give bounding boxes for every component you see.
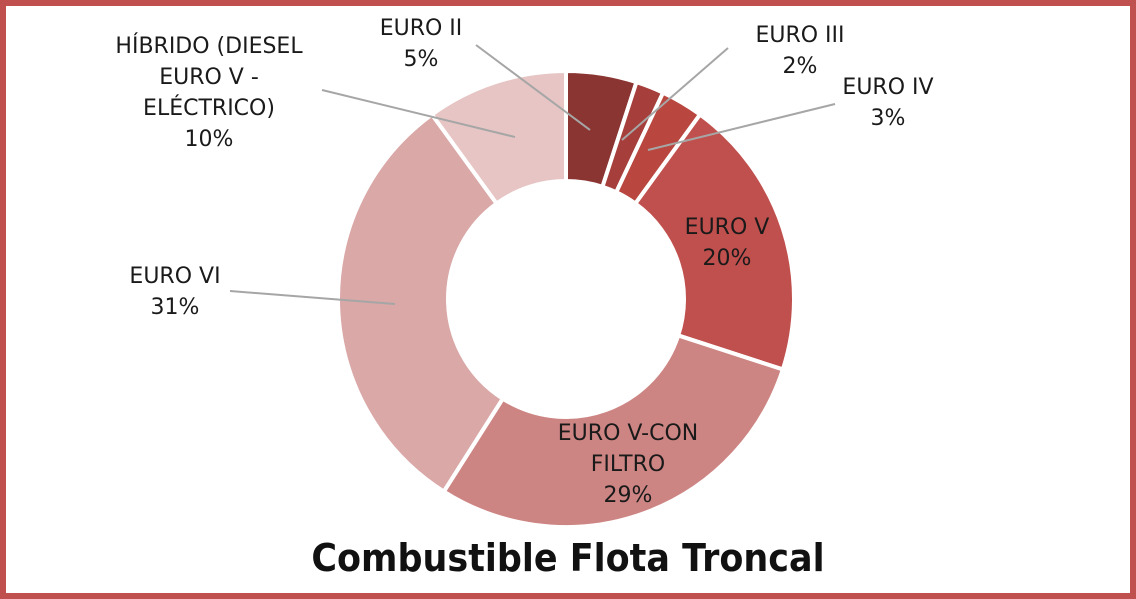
slices-layer (336, 69, 796, 529)
donut-slice-euro-vi (336, 112, 505, 494)
donut-slice-h-brido-diesel-euro-v-el-ctrico (429, 69, 568, 206)
data-label-category: ELÉCTRICO) (143, 95, 275, 121)
leader-line-euro-iv (647, 103, 836, 151)
donut-slice-euro-v (633, 112, 796, 372)
data-label-category: EURO V-CON (558, 421, 698, 446)
data-label-category: EURO VI (129, 264, 220, 289)
data-label-euro-ii: EURO II 5% (380, 16, 463, 72)
data-label-euro-v-con-filtro: EURO V-CON FILTRO 29% (558, 421, 698, 508)
data-label-percent: 5% (404, 47, 439, 72)
data-label-percent: 29% (604, 483, 653, 508)
data-label-euro-vi: EURO VI 31% (129, 264, 220, 320)
leader-line-euro-ii (475, 44, 591, 131)
data-label-category: EURO V (685, 215, 770, 240)
data-label-category: EURO III (755, 23, 844, 48)
leader-line-euro-vi (229, 290, 396, 305)
leader-lines-layer (229, 44, 836, 305)
data-label-category: HÍBRIDO (DIESEL (115, 33, 303, 59)
donut-slice-euro-v-con-filtro (441, 333, 785, 529)
data-label-percent: 20% (703, 246, 752, 271)
data-label-percent: 10% (185, 127, 234, 152)
leader-line-euro-iii (621, 47, 729, 141)
data-label-euro-v: EURO V 20% (685, 215, 770, 271)
data-label-euro-iv: EURO IV 3% (842, 75, 933, 131)
data-label-percent: 3% (871, 106, 906, 131)
data-label-category: FILTRO (591, 452, 665, 477)
data-label-category: EURO II (380, 16, 463, 41)
data-label-category: EURO V - (159, 65, 259, 90)
data-label-h-brido-diesel-euro-v-el-ctrico: HÍBRIDO (DIESEL EURO V - ELÉCTRICO) 10% (115, 33, 303, 152)
data-label-euro-iii: EURO III 2% (755, 23, 844, 79)
data-label-percent: 2% (783, 54, 818, 79)
leader-line-h-brido-diesel-euro-v-el-ctrico (321, 89, 516, 138)
data-label-percent: 31% (151, 295, 200, 320)
data-label-category: EURO IV (842, 75, 933, 100)
labels-layer: EURO II 5%EURO III 2%EURO IV 3%EURO V 20%EUR… (115, 16, 933, 508)
chart-title: Combustible Flota Troncal (311, 536, 825, 580)
